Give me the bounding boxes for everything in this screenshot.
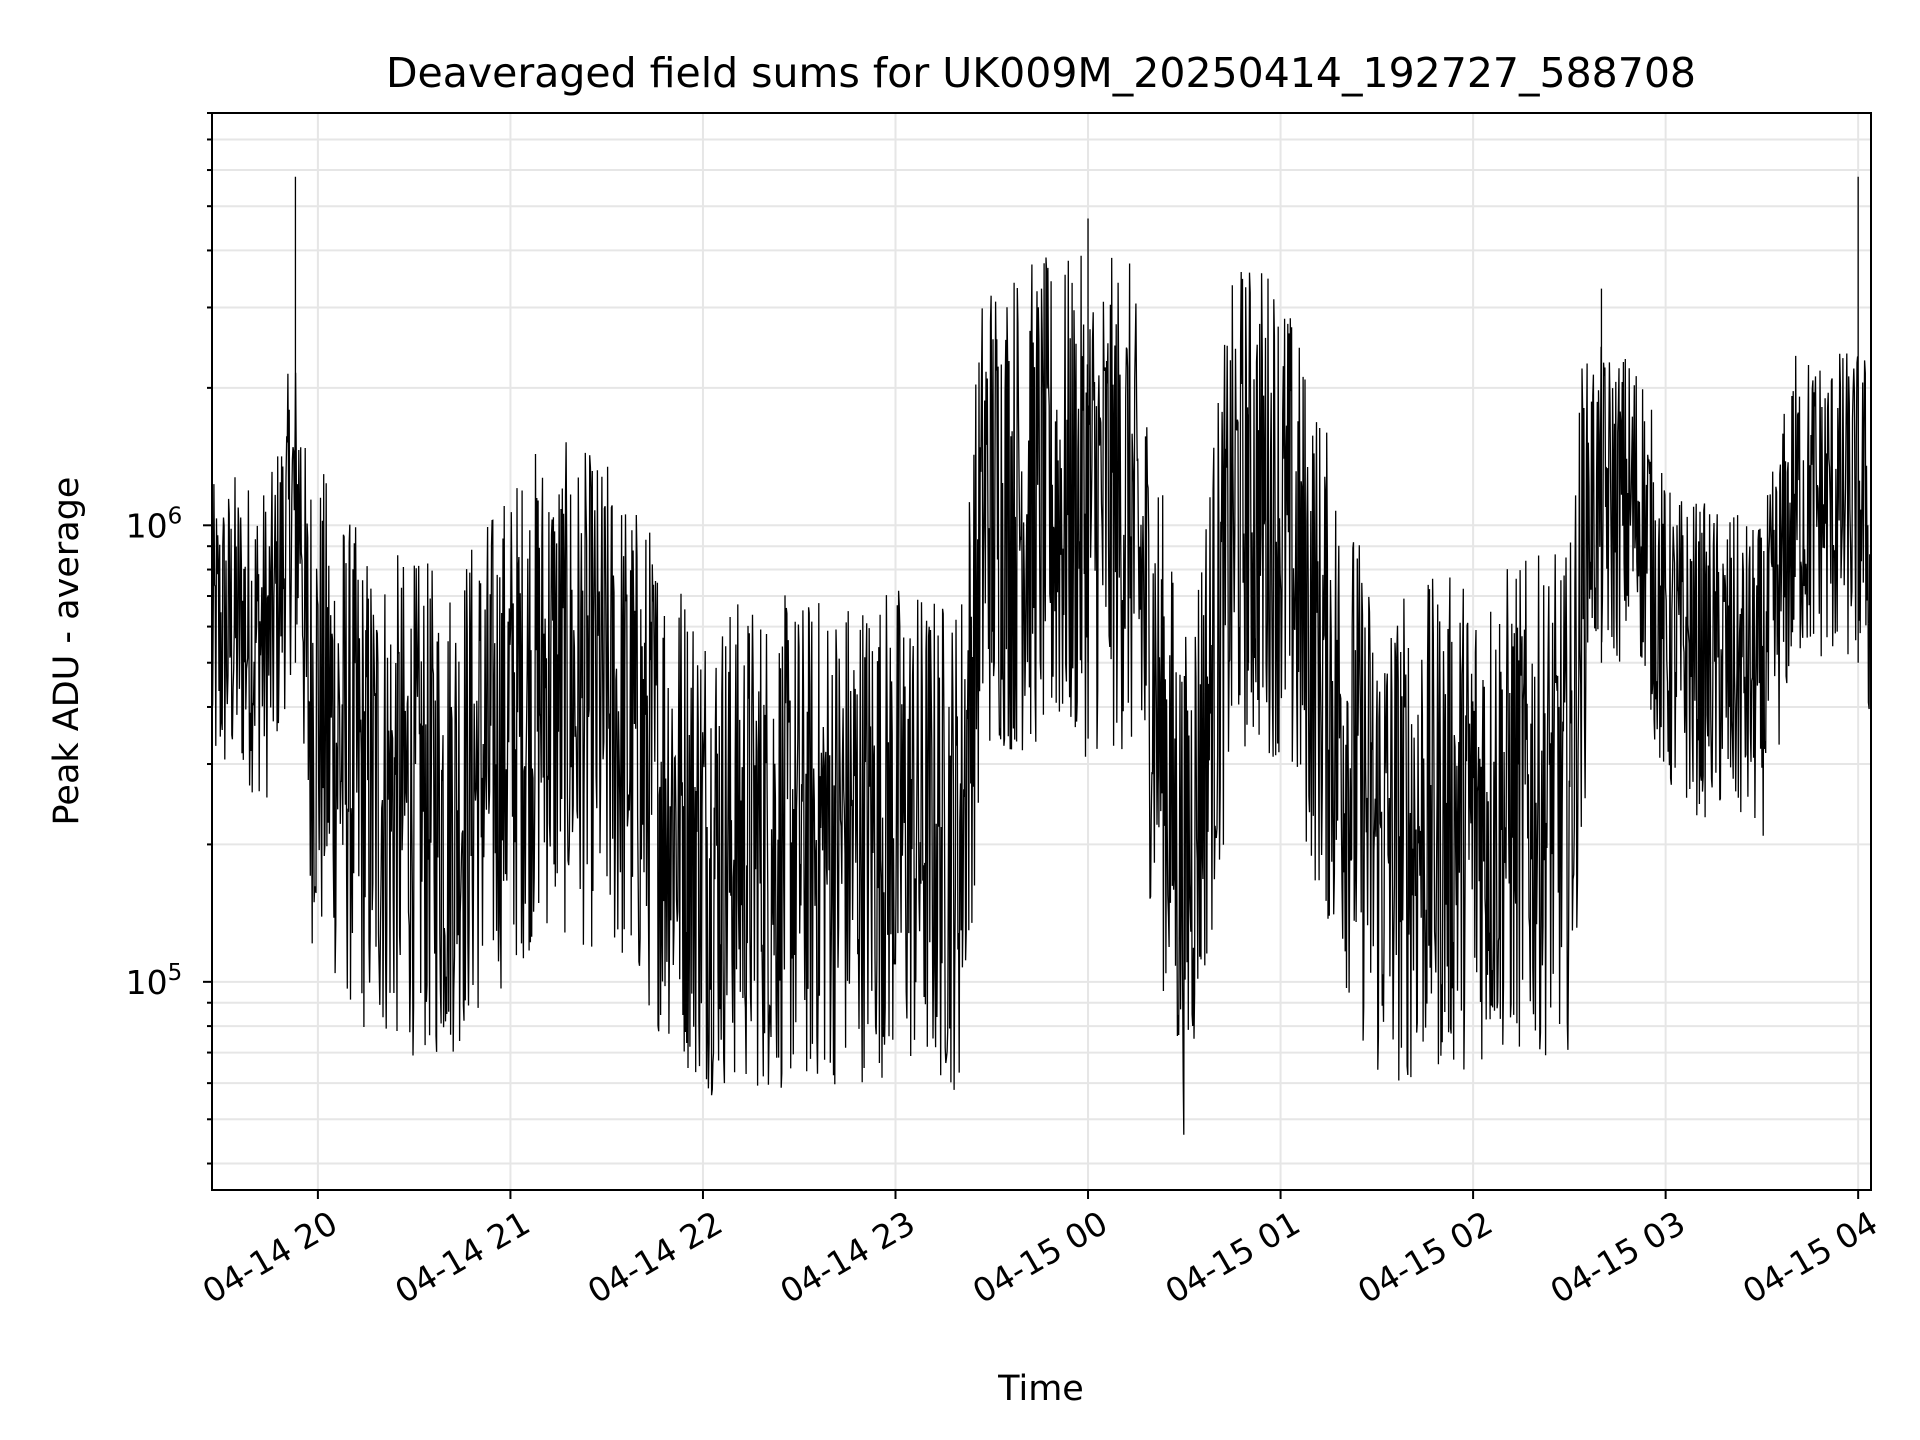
x-axis-title: Time xyxy=(997,1369,1084,1409)
y-axis: 105 106 xyxy=(126,112,212,1165)
y-tick-label: 105 xyxy=(126,960,183,1002)
plot-frame xyxy=(211,112,1872,1191)
y-tick-label: 106 xyxy=(126,503,183,545)
y-axis-title: Peak ADU - average xyxy=(47,477,87,826)
series-layer xyxy=(212,176,1871,1135)
chart-title: Deaveraged field sums for UK009M_2025041… xyxy=(386,49,1696,97)
series-line xyxy=(212,255,1871,1135)
